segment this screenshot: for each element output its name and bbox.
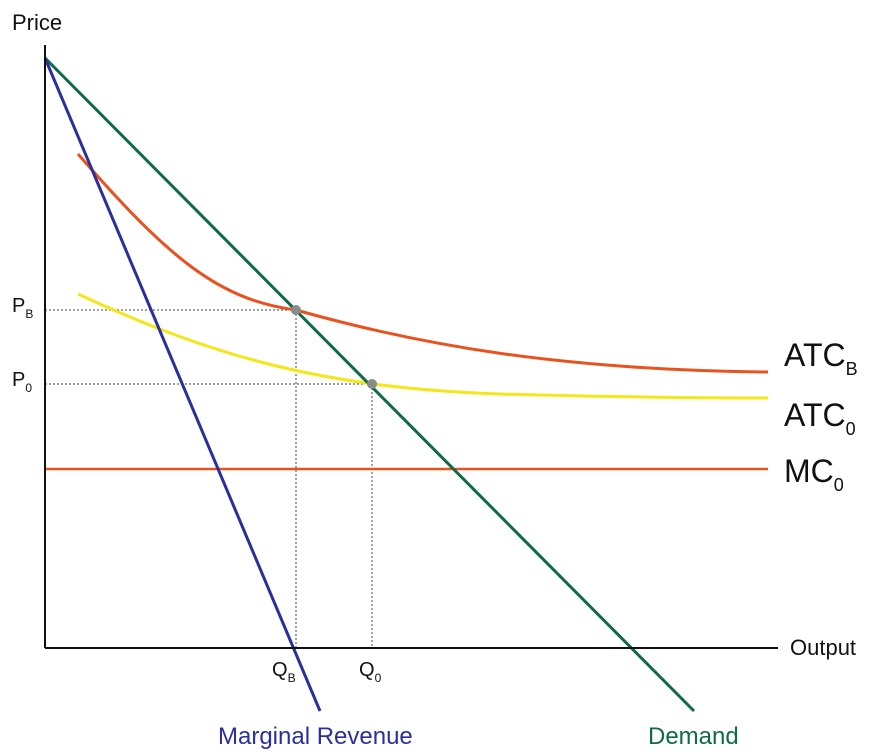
atcb-label: ATCB (784, 337, 858, 379)
tick-label-q0-main: Q (359, 659, 375, 681)
demand-label: Demand (648, 723, 739, 750)
tick-label-pb: PB (12, 295, 33, 321)
mc0-label-sub: 0 (834, 475, 844, 495)
atc0-label-main: ATC (784, 397, 846, 433)
atc0-label-sub: 0 (846, 419, 856, 439)
tick-label-p0: P0 (12, 369, 32, 395)
atcb-curve (76, 153, 769, 374)
marginal-revenue-label: Marginal Revenue (218, 723, 413, 750)
tick-label-qb-sub: B (288, 671, 296, 685)
tick-label-pb-sub: B (25, 307, 33, 321)
marginal-revenue-line (43, 57, 322, 712)
point-b (291, 305, 301, 315)
tick-label-q0: Q0 (359, 659, 382, 685)
mc0-label-main: MC (784, 453, 834, 489)
tick-label-qb: QB (272, 659, 296, 685)
atcb-label-main: ATC (784, 337, 846, 373)
tick-label-qb-main: Q (272, 659, 288, 681)
atc0-label: ATC0 (784, 397, 856, 439)
tick-label-p0-sub: 0 (25, 381, 32, 395)
tick-label-q0-sub: 0 (375, 671, 382, 685)
atc0-curve (77, 292, 769, 400)
tick-label-pb-main: P (12, 295, 25, 317)
point-0 (367, 379, 377, 389)
mc0-label: MC0 (784, 453, 844, 495)
y-axis-label: Price (12, 10, 62, 35)
tick-label-p0-main: P (12, 369, 25, 391)
x-axis-label: Output (790, 635, 856, 660)
atcb-label-sub: B (846, 359, 858, 379)
